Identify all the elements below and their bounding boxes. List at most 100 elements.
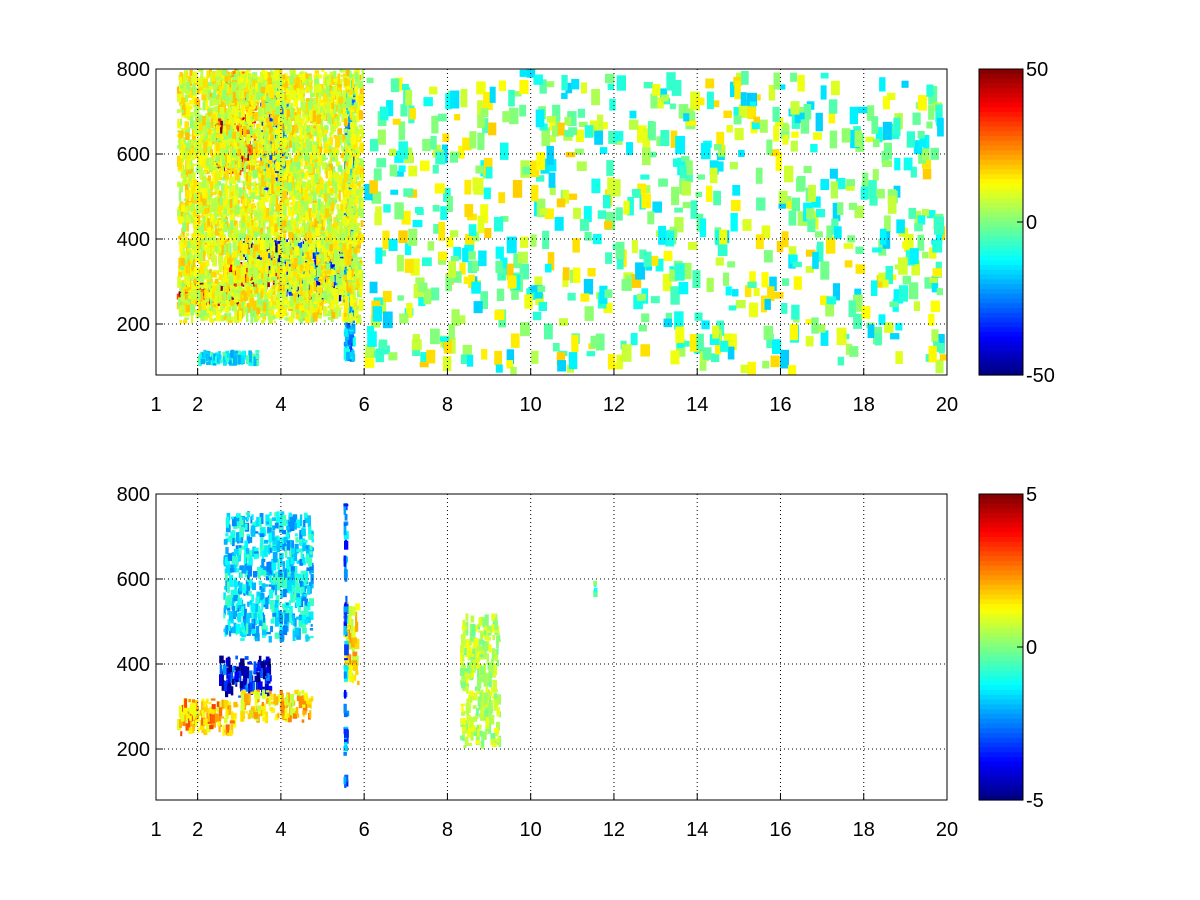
heatmap-cell: [255, 299, 259, 307]
heatmap-cell: [193, 280, 197, 283]
heatmap-cell: [198, 69, 201, 72]
heatmap-cell: [302, 186, 306, 198]
heatmap-cell: [231, 257, 235, 262]
heatmap-cell: [239, 77, 244, 86]
heatmap-cell: [313, 187, 319, 196]
heatmap-cell: [263, 275, 268, 286]
heatmap-cell: [249, 297, 255, 307]
heatmap-cell: [187, 76, 190, 86]
heatmap-cell: [229, 281, 234, 290]
heatmap-cell: [224, 142, 229, 154]
heatmap-cell: [240, 128, 245, 131]
heatmap-cell: [277, 186, 283, 197]
heatmap-cell: [340, 153, 344, 159]
heatmap-cell: [318, 278, 322, 281]
heatmap-cell: [204, 315, 208, 321]
heatmap-cell: [249, 112, 254, 122]
heatmap-cell: [268, 113, 273, 123]
heatmap-cell: [353, 241, 358, 245]
heatmap-cell: [291, 205, 294, 217]
heatmap-cell: [247, 160, 250, 165]
heatmap-cell: [355, 310, 359, 320]
heatmap-cell: [218, 273, 223, 280]
heatmap-cell: [253, 310, 259, 323]
heatmap-cell: [241, 103, 245, 107]
heatmap-cell: [240, 291, 243, 302]
heatmap-cell: [185, 168, 190, 176]
heatmap-cell: [248, 196, 251, 202]
heatmap-cell: [298, 231, 301, 243]
heatmap-cell: [356, 128, 361, 135]
heatmap-cell: [287, 139, 291, 152]
heatmap-cell: [349, 357, 353, 360]
heatmap-cell: [278, 181, 281, 190]
heatmap-cell: [304, 121, 307, 130]
heatmap-cell: [296, 209, 300, 214]
heatmap-cell: [190, 297, 195, 307]
heatmap-cell: [357, 240, 361, 246]
heatmap-cell: [358, 124, 363, 128]
heatmap-cell: [352, 112, 355, 122]
heatmap-cell: [323, 76, 326, 89]
heatmap-cell: [189, 139, 195, 147]
heatmap-cell: [244, 161, 248, 167]
heatmap-cell: [337, 109, 340, 121]
heatmap-cell: [284, 92, 288, 103]
heatmap-cell: [234, 89, 240, 98]
heatmap-cell: [192, 224, 196, 228]
heatmap-cell: [222, 113, 227, 125]
heatmap-cell: [357, 191, 363, 202]
heatmap-cell: [323, 79, 327, 86]
heatmap-cell: [349, 234, 352, 240]
heatmap-cell: [239, 252, 243, 260]
heatmap-cell: [348, 114, 352, 123]
heatmap-cell: [334, 285, 339, 289]
heatmap-cell: [350, 74, 355, 79]
heatmap-cell: [271, 72, 274, 76]
heatmap-cell: [248, 74, 253, 83]
heatmap-cell: [343, 280, 346, 291]
heatmap-cell: [263, 205, 266, 215]
heatmap-cell: [228, 100, 233, 109]
heatmap-cell: [195, 313, 199, 319]
heatmap-cell: [311, 136, 314, 143]
heatmap-cell: [202, 305, 206, 317]
heatmap-cell: [271, 71, 274, 82]
heatmap-cell: [203, 89, 209, 99]
heatmap-cell: [237, 112, 243, 117]
heatmap-cell: [302, 219, 306, 224]
heatmap-cell: [211, 161, 217, 167]
heatmap-cell: [289, 140, 293, 148]
heatmap-cell: [319, 276, 323, 280]
heatmap-cell: [285, 215, 288, 222]
heatmap-cell: [265, 240, 270, 250]
heatmap-cell: [282, 307, 287, 317]
heatmap-cell: [213, 165, 217, 171]
heatmap-cell: [263, 117, 266, 126]
heatmap-cell: [357, 257, 362, 260]
heatmap-cell: [256, 76, 261, 81]
heatmap-cell: [235, 167, 238, 171]
heatmap-cell: [216, 299, 220, 304]
heatmap-cell: [350, 120, 354, 123]
heatmap-cell: [236, 199, 240, 204]
heatmap-cell: [250, 209, 253, 219]
heatmap-cell: [310, 103, 315, 113]
heatmap-cell: [343, 259, 348, 267]
heatmap-cell: [207, 238, 211, 243]
heatmap-cell: [350, 308, 355, 311]
heatmap-cell: [204, 231, 208, 242]
heatmap-cell: [325, 263, 331, 274]
heatmap-cell: [253, 268, 258, 279]
heatmap-cell: [260, 209, 264, 215]
heatmap-cell: [325, 307, 328, 315]
heatmap-cell: [223, 184, 228, 197]
heatmap-cell: [307, 75, 312, 82]
heatmap-cell: [315, 95, 319, 106]
heatmap-cell: [335, 274, 340, 283]
heatmap-cell: [291, 242, 295, 248]
heatmap-cell: [354, 86, 359, 94]
heatmap-cell: [290, 216, 294, 226]
heatmap-cell: [309, 255, 313, 259]
heatmap-cell: [247, 244, 253, 253]
